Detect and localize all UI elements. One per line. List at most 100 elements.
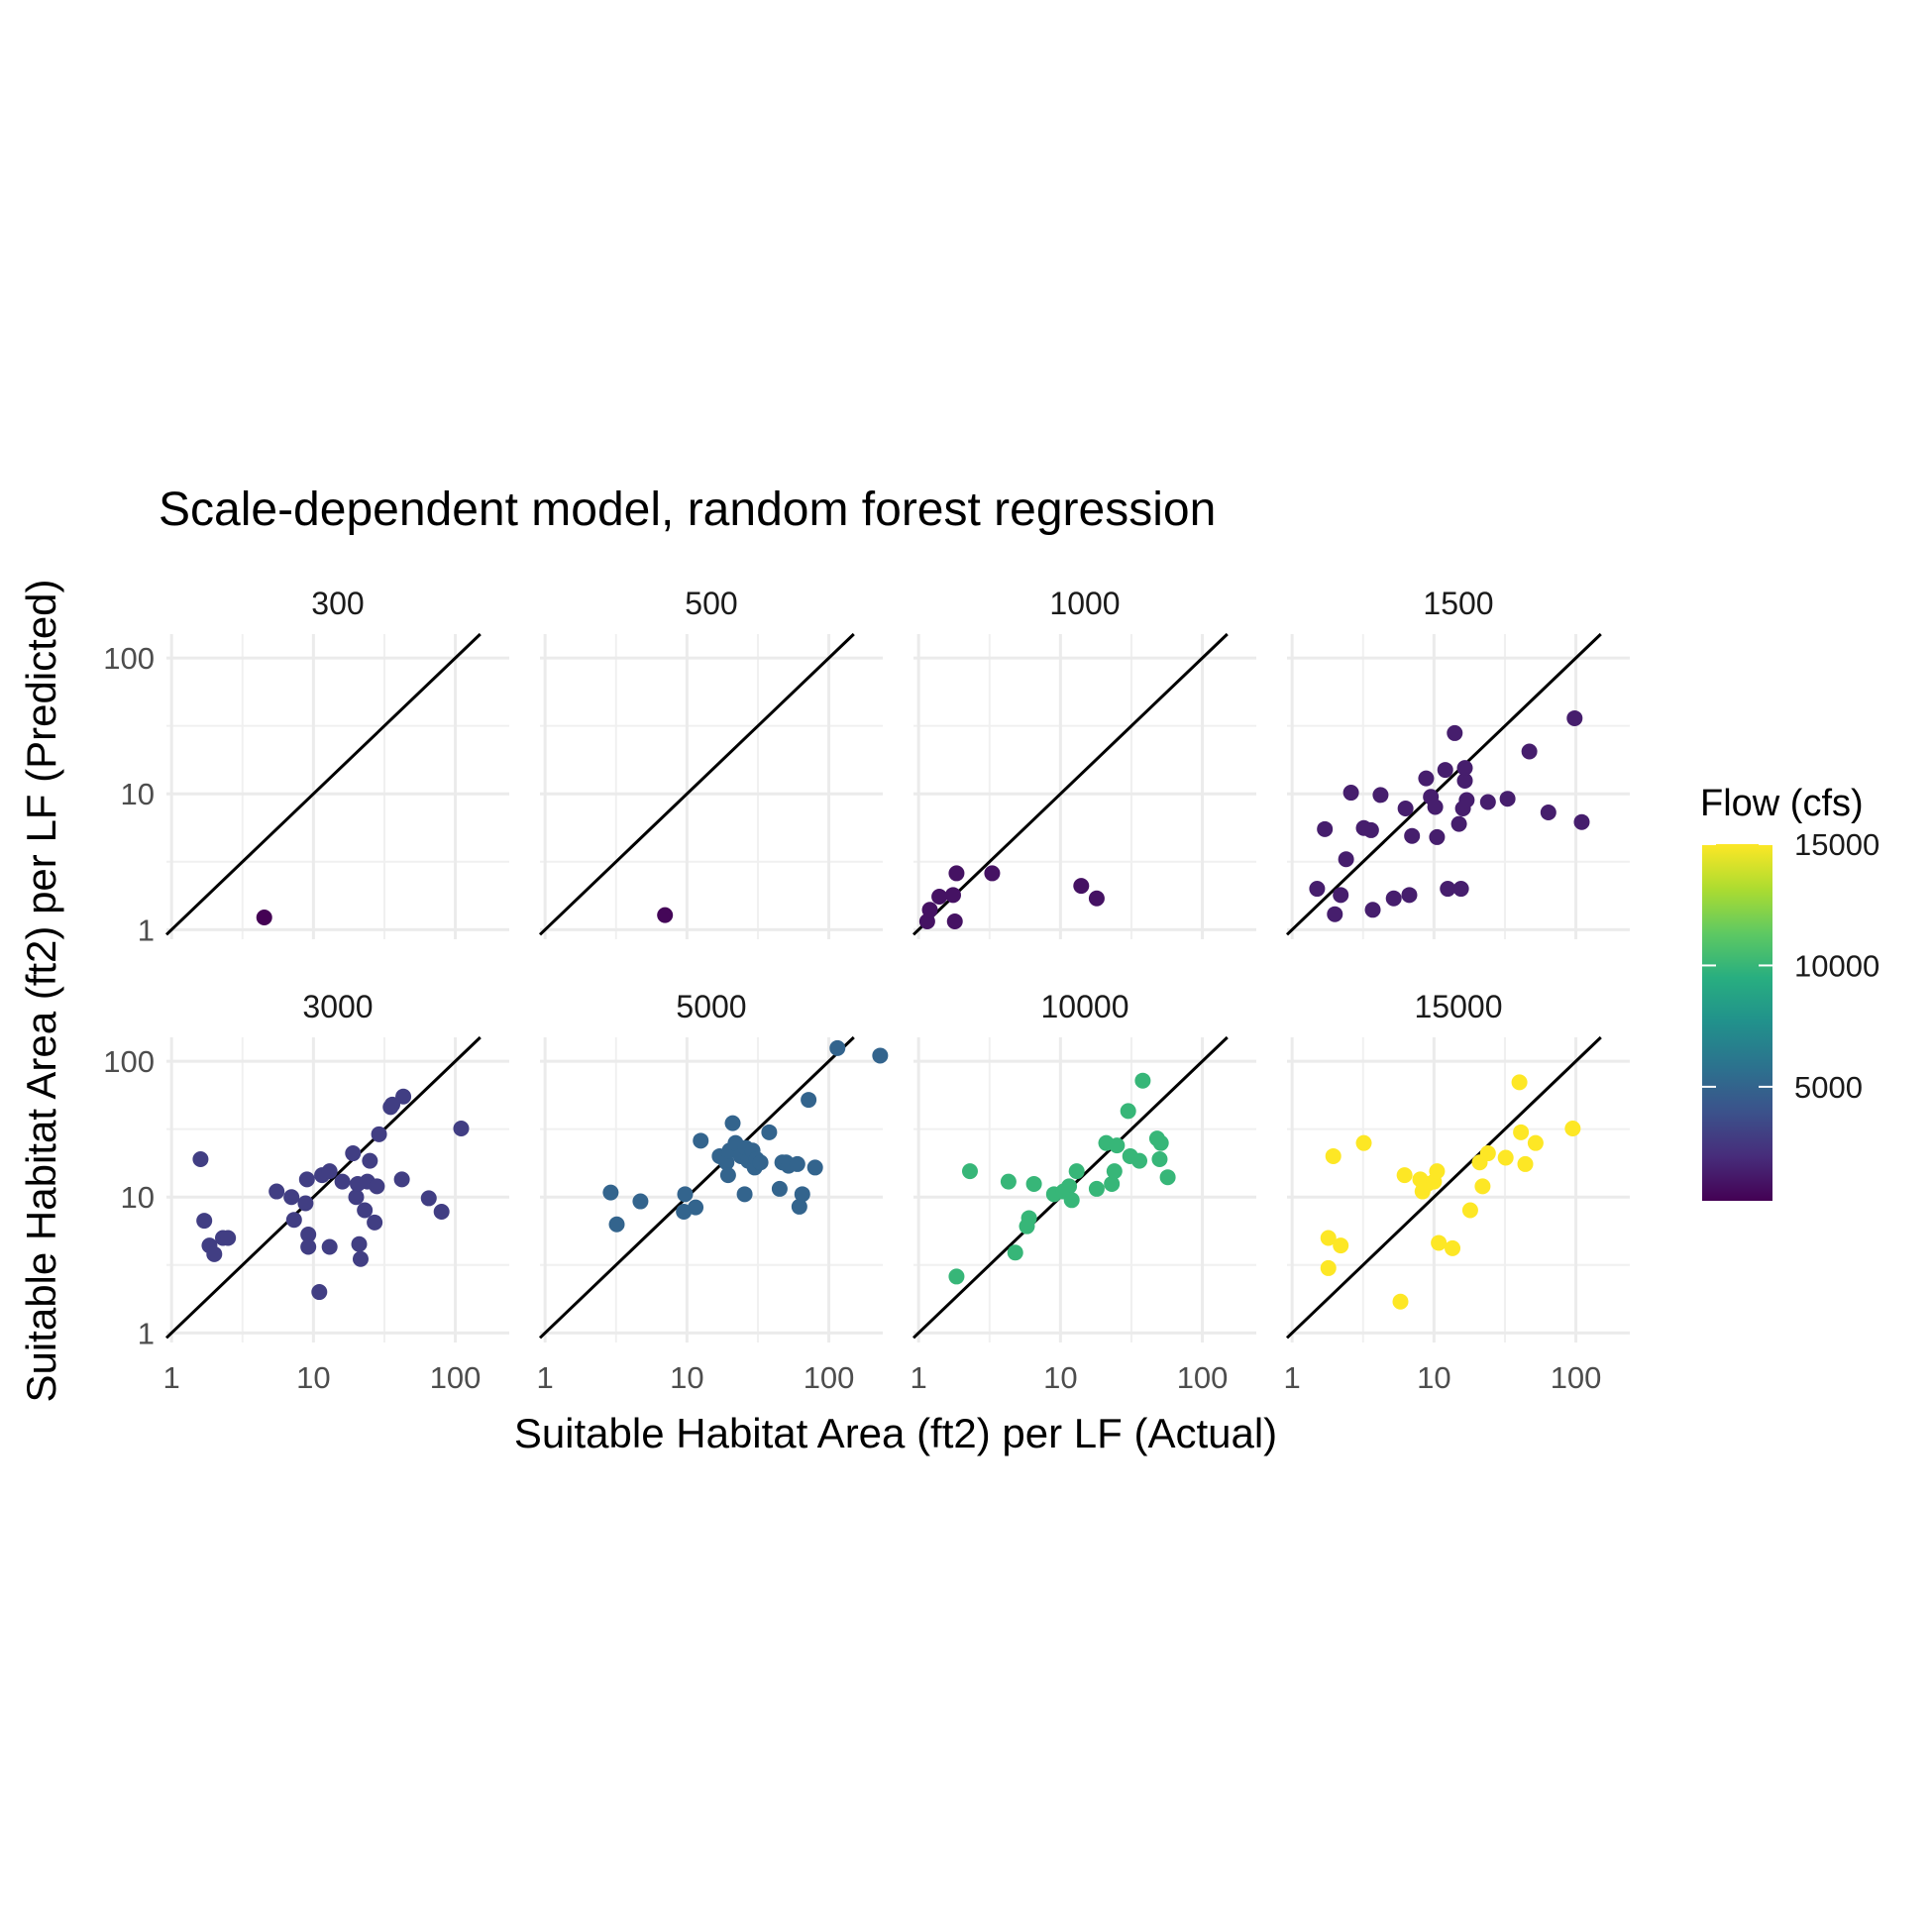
data-point <box>1427 799 1444 815</box>
facet-panel-15000: 15000 1 10 100 <box>1284 989 1630 1395</box>
data-point <box>1418 770 1435 787</box>
data-point <box>1372 787 1389 804</box>
facet-panel-3000: 3000 1 10 100 1 10 100 <box>103 989 509 1395</box>
data-point <box>719 1167 736 1184</box>
data-point <box>334 1173 351 1190</box>
data-point <box>657 907 674 923</box>
data-point <box>1333 1237 1349 1254</box>
data-point <box>984 865 1001 882</box>
data-point <box>1317 820 1334 837</box>
data-point <box>1540 804 1556 820</box>
data-point <box>345 1145 362 1162</box>
facet-strip-label: 300 <box>311 586 364 621</box>
data-point <box>196 1213 213 1230</box>
data-point <box>1527 1134 1544 1151</box>
data-point <box>1088 1180 1105 1197</box>
x-tick-label: 10 <box>1417 1360 1450 1395</box>
data-point <box>1061 1178 1078 1195</box>
data-point <box>1392 1293 1409 1310</box>
data-point <box>1404 827 1421 844</box>
data-point <box>1327 906 1343 922</box>
data-point <box>771 1180 788 1197</box>
data-point <box>944 887 961 904</box>
data-point <box>1461 1202 1478 1219</box>
data-point <box>1007 1244 1023 1261</box>
data-point <box>206 1245 223 1262</box>
data-point <box>1497 1149 1514 1166</box>
data-point <box>1088 890 1105 907</box>
data-point <box>801 1092 817 1109</box>
data-point <box>348 1189 365 1206</box>
data-point <box>1474 1178 1491 1195</box>
facet-panel-10000: 10000 1 10 100 <box>911 989 1256 1395</box>
y-tick-label: 10 <box>121 1180 155 1215</box>
data-point <box>1355 1134 1372 1151</box>
facet-panel-5000: 5000 1 10 100 <box>537 989 889 1395</box>
data-point <box>632 1193 649 1210</box>
data-point <box>1159 1169 1176 1186</box>
data-point <box>1325 1147 1342 1164</box>
data-point <box>300 1227 317 1243</box>
data-point <box>321 1163 338 1180</box>
colorbar-label: 10000 <box>1794 948 1879 983</box>
data-point <box>1020 1210 1037 1227</box>
data-point <box>1429 1163 1446 1180</box>
data-point <box>1362 821 1379 838</box>
x-tick-label: 100 <box>1177 1360 1229 1395</box>
data-point <box>351 1235 368 1252</box>
data-point <box>1521 743 1538 760</box>
data-point <box>1513 1124 1530 1140</box>
data-point <box>1320 1230 1337 1246</box>
data-point <box>192 1151 209 1168</box>
data-point <box>220 1230 237 1246</box>
facet-strip-label: 500 <box>685 586 737 621</box>
y-axis-title: Suitable Habitat Area (ft2) per LF (Pred… <box>18 579 64 1402</box>
colorbar-label: 5000 <box>1794 1070 1863 1105</box>
x-tick-label: 1 <box>537 1360 554 1395</box>
data-point <box>602 1184 619 1201</box>
data-point <box>931 889 948 906</box>
data-point <box>1450 815 1467 832</box>
data-point <box>1151 1151 1168 1168</box>
facet-panel-1500: 1500 <box>1285 586 1630 939</box>
facet-panel-300: 300 1 10 100 <box>103 586 509 947</box>
facet-strip-label: 1500 <box>1423 586 1493 621</box>
data-point <box>1511 1074 1528 1091</box>
data-point <box>1437 762 1453 779</box>
data-point <box>298 1171 315 1188</box>
data-point <box>1134 1072 1151 1089</box>
data-point <box>1431 1234 1448 1251</box>
data-point <box>1338 851 1354 868</box>
data-point <box>393 1171 410 1188</box>
data-point <box>1104 1175 1121 1192</box>
y-tick-label: 100 <box>103 1044 155 1079</box>
data-point <box>1566 709 1583 726</box>
data-point <box>752 1154 769 1171</box>
data-point <box>1479 794 1496 810</box>
chart-title: Scale-dependent model, random forest reg… <box>159 483 1216 536</box>
data-point <box>371 1126 387 1142</box>
y-tick-label: 10 <box>121 777 155 811</box>
identity-line <box>1285 632 1602 936</box>
data-point <box>1073 878 1090 895</box>
identity-line <box>164 632 482 936</box>
data-point <box>1499 791 1516 807</box>
y-tick-label: 100 <box>103 641 155 676</box>
data-point <box>1131 1152 1148 1169</box>
data-point <box>1309 881 1326 898</box>
data-point <box>677 1186 694 1203</box>
data-point <box>724 1115 741 1131</box>
data-point <box>1479 1145 1496 1162</box>
data-point <box>268 1183 285 1200</box>
facet-strip-label: 10000 <box>1041 989 1129 1024</box>
data-point <box>395 1088 412 1105</box>
data-point <box>1458 792 1475 808</box>
x-tick-label: 100 <box>430 1360 482 1395</box>
x-tick-label: 10 <box>296 1360 330 1395</box>
data-point <box>1573 813 1590 830</box>
data-point <box>1320 1259 1337 1276</box>
data-point <box>1364 902 1381 918</box>
colorbar-label: 15000 <box>1794 827 1879 862</box>
legend: Flow (cfs) 15000 10000 5000 <box>1700 783 1879 1201</box>
